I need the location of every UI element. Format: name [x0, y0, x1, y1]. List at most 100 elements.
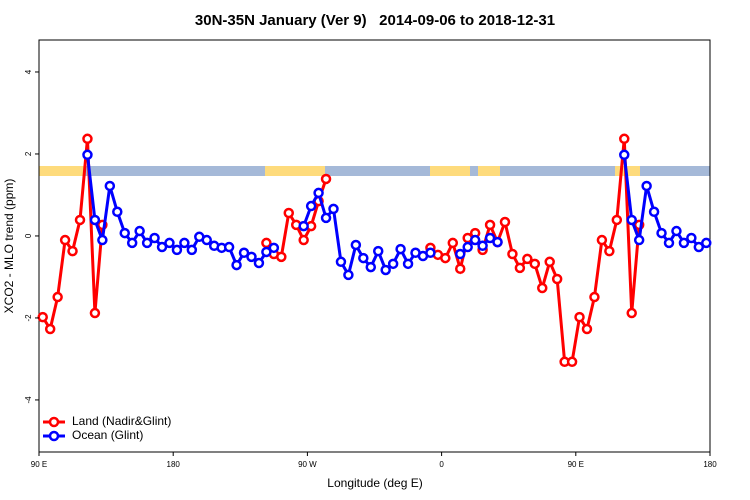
data-point [164, 237, 175, 249]
chart-title: 30N-35N January (Ver 9) 2014-09-06 to 20… [195, 12, 555, 29]
data-point [656, 227, 667, 239]
y-tick-label: 2 [24, 151, 33, 156]
legend: Land (Nadir&Glint)Ocean (Glint) [43, 414, 171, 442]
data-point [440, 252, 451, 264]
y-tick-label: 0 [24, 233, 33, 238]
data-point [97, 234, 108, 246]
y-tick-label: 4 [24, 69, 33, 74]
land-band [478, 166, 500, 176]
data-point [313, 187, 324, 199]
data-point [276, 251, 287, 263]
data-point [529, 258, 541, 270]
data-point [82, 149, 93, 161]
data-point [447, 237, 459, 249]
data-point [544, 256, 555, 268]
y-tick-label: -4 [24, 396, 33, 404]
data-point [298, 234, 309, 246]
y-tick-label: -2 [24, 314, 33, 322]
data-point [537, 282, 548, 294]
data-point [320, 212, 332, 224]
data-point [112, 206, 123, 218]
data-point [82, 133, 93, 145]
data-point [171, 244, 183, 256]
data-point [380, 264, 391, 276]
data-point [462, 241, 473, 253]
data-point [454, 263, 466, 275]
data-point [141, 237, 153, 249]
data-point [231, 259, 242, 271]
data-point [59, 234, 71, 246]
data-point [671, 225, 682, 237]
data-point [619, 133, 630, 145]
data-point [74, 214, 86, 226]
data-point [223, 241, 235, 253]
plot-area [37, 133, 712, 368]
data-point [454, 248, 466, 260]
x-axis-label: Longitude (deg E) [327, 476, 422, 490]
surface-band [39, 166, 710, 176]
data-point [604, 245, 615, 257]
data-point [298, 220, 309, 232]
data-point [372, 245, 384, 257]
data-point [104, 180, 116, 192]
data-point [261, 246, 272, 258]
data-point [119, 227, 130, 239]
data-point [611, 214, 623, 226]
legend-marker [48, 416, 60, 428]
legend-label: Land (Nadir&Glint) [72, 414, 171, 428]
data-point [648, 206, 660, 218]
data-point [402, 258, 414, 270]
data-point [52, 291, 63, 303]
data-point [149, 232, 160, 244]
ocean-band [39, 166, 710, 176]
x-tick-label: 0 [439, 460, 444, 469]
land-band [39, 166, 85, 176]
data-point [179, 237, 190, 249]
data-point [581, 323, 593, 335]
data-point [134, 225, 145, 237]
legend-label: Ocean (Glint) [72, 428, 143, 442]
x-tick-label: 90 W [298, 460, 317, 469]
data-point [626, 214, 637, 226]
data-point [514, 262, 526, 274]
data-point [335, 256, 347, 268]
land-band [265, 166, 325, 176]
data-point [253, 257, 265, 269]
y-axis-label: XCO2 - MLO trend (ppm) [2, 179, 16, 314]
data-point [596, 234, 608, 246]
data-point [126, 237, 138, 249]
data-point [492, 236, 503, 248]
data-point [358, 252, 369, 264]
data-point [37, 311, 48, 323]
data-point [387, 258, 399, 270]
data-point [425, 247, 436, 259]
x-tick-label: 180 [167, 460, 181, 469]
data-point [701, 237, 712, 249]
x-tick-label: 180 [703, 460, 717, 469]
data-point [678, 237, 690, 249]
data-point [89, 214, 101, 226]
data-point [156, 241, 168, 253]
land-band [430, 166, 470, 176]
data-point [633, 234, 645, 246]
data-point [201, 234, 212, 246]
data-point [499, 216, 511, 228]
data-point [365, 261, 377, 273]
data-point [686, 232, 697, 244]
data-point [589, 291, 600, 303]
data-point [67, 245, 78, 257]
data-point [574, 311, 585, 323]
data-point [343, 269, 354, 281]
data-point [395, 243, 406, 255]
data-point [283, 207, 295, 219]
data-point [238, 247, 250, 259]
data-point [186, 244, 198, 256]
data-point [566, 356, 578, 368]
data-point [522, 253, 533, 265]
x-tick-label: 90 E [31, 460, 47, 469]
data-point [507, 248, 518, 260]
data-point [641, 180, 652, 192]
data-point [320, 173, 332, 185]
data-point [626, 307, 637, 319]
